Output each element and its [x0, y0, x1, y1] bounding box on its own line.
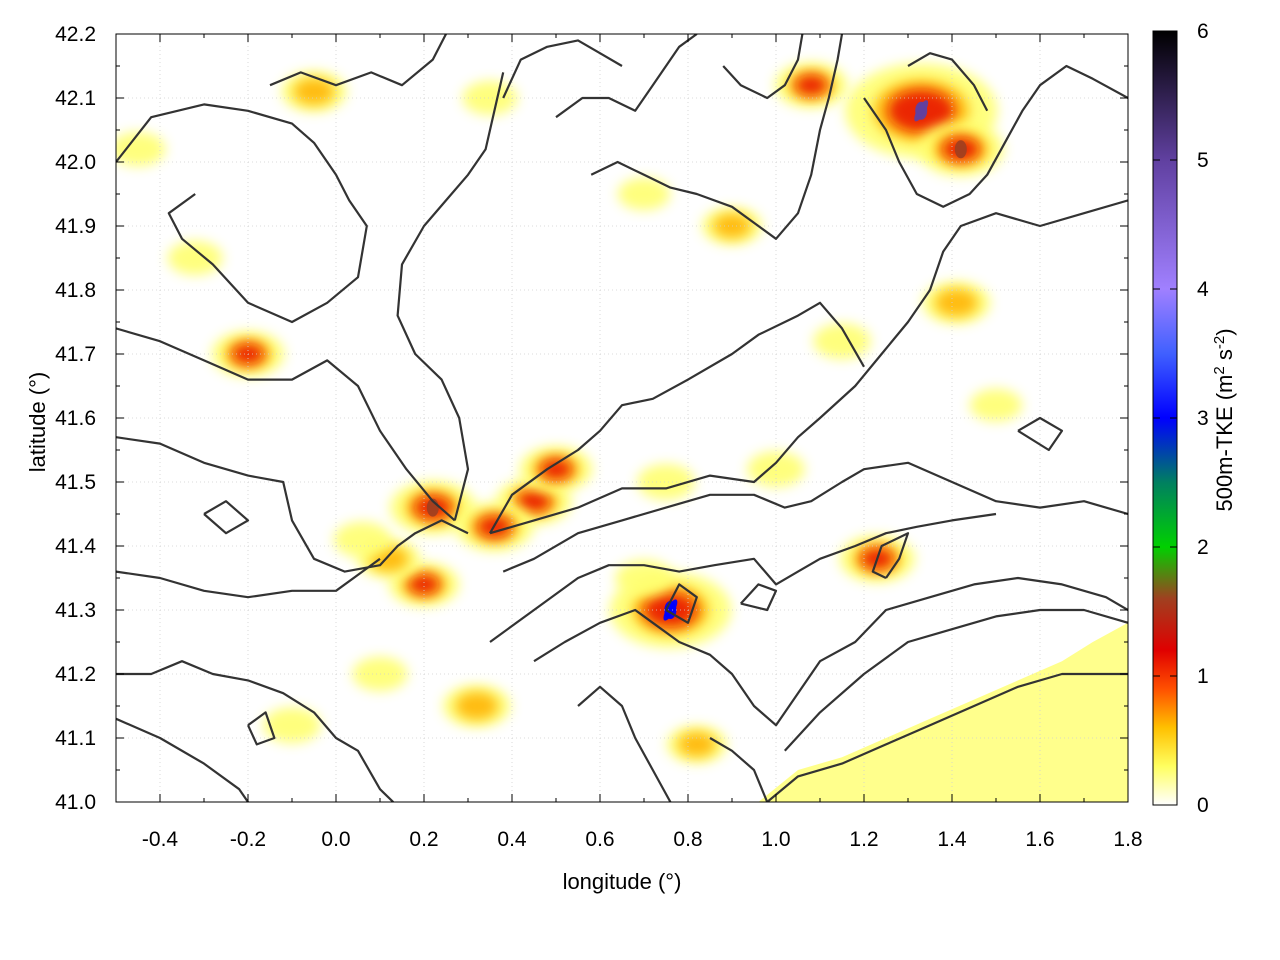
colorbar: 0 1 2 3 4 5 6 500m-TKE (m2 s-2): [1152, 20, 1237, 817]
x-tick-label: 0.2: [409, 828, 438, 851]
x-tick-label: 0.6: [585, 828, 614, 851]
y-tick-label: 42.2: [55, 23, 96, 46]
colorbar-tick-label: 2: [1197, 536, 1209, 559]
contour-line: [116, 103, 368, 324]
x-tick-label: 1.2: [849, 828, 878, 851]
contour-line: [502, 461, 1128, 573]
y-axis: 41.0 41.1 41.2 41.3 41.4 41.5 41.6 41.7 41.8 41.9…: [55, 23, 1128, 814]
tke-hotspot-mid-3: [666, 725, 727, 764]
x-axis: -0.4 -0.2 0.0 0.2 0.4 0.6 0.8 1.0 1.2 1.4 1.6 1.8: [115, 34, 1143, 851]
contour-line: [116, 557, 381, 599]
contour-line: [871, 532, 910, 579]
x-tick-label: 1.4: [937, 828, 967, 851]
colorbar-tick-label: 4: [1197, 278, 1209, 301]
x-axis-title: longitude (°): [563, 869, 682, 894]
y-axis-title: latitude (°): [25, 372, 50, 473]
contour-line: [116, 717, 249, 802]
y-tick-label: 41.0: [55, 791, 96, 814]
contour-line: [722, 34, 804, 100]
colorbar-ticks: 0 1 2 3 4 5 6: [1153, 20, 1209, 817]
terrain-contours: [116, 34, 1128, 802]
contour-line: [1017, 416, 1064, 452]
tke-hotspot-west-3: [116, 132, 166, 167]
contour-line: [766, 672, 1128, 802]
contour-line: [783, 608, 1128, 752]
contour-line: [577, 685, 672, 802]
contour-line: [665, 583, 698, 624]
tke-hotspot-n-1: [462, 80, 518, 116]
y-tick-label: 41.1: [55, 727, 96, 750]
tke-hotspot-ne-8: [969, 388, 1023, 422]
contour-line: [907, 52, 989, 112]
contour-line: [555, 34, 698, 119]
contour-line: [739, 583, 778, 612]
colorbar-tick-label: 0: [1197, 794, 1209, 817]
y-tick-label: 41.9: [55, 215, 96, 238]
contour-line: [247, 711, 276, 746]
contour-line: [590, 34, 844, 240]
x-tick-label: 0.8: [673, 828, 702, 851]
grid-lines: [116, 34, 1128, 802]
colorbar-tick-label: 3: [1197, 407, 1209, 430]
y-tick-label: 41.5: [55, 471, 96, 494]
x-tick-label: 1.8: [1113, 828, 1142, 851]
y-tick-label: 41.4: [55, 535, 96, 558]
x-tick-label: 0.0: [321, 828, 350, 851]
tke-hotspot-south-2: [442, 684, 511, 728]
y-tick-label: 41.2: [55, 663, 96, 686]
x-tick-label: 1.6: [1025, 828, 1054, 851]
y-tick-label: 42.0: [55, 151, 96, 174]
tke-hotspot-mid-2: [615, 560, 673, 596]
tke-hotspot-mid-5: [747, 451, 805, 488]
contour-line: [489, 512, 997, 643]
contour-line: [203, 500, 250, 535]
y-tick-label: 41.3: [55, 599, 96, 622]
tke-hotspot-ne-3: [774, 62, 848, 108]
contour-line: [269, 34, 447, 87]
contour-line: [502, 39, 623, 99]
tke-hotspot-n-2: [617, 177, 671, 211]
colorbar-tick-label: 6: [1197, 20, 1209, 43]
x-tick-label: 0.4: [497, 828, 527, 851]
tke-hotspot-central-5: [388, 562, 460, 607]
y-tick-label: 41.8: [55, 279, 96, 302]
tke-hotspot-south-1: [263, 707, 321, 744]
contour-line: [116, 327, 456, 522]
x-tick-label: 1.0: [761, 828, 790, 851]
tke-hotspot-ne-2: [917, 122, 1004, 176]
contour-line: [116, 436, 469, 573]
tke-hotspot-central-3: [519, 446, 593, 493]
colorbar-label: 500m-TKE (m2 s-2): [1211, 328, 1237, 511]
y-tick-label: 42.1: [55, 87, 96, 110]
y-tick-label: 41.7: [55, 343, 96, 366]
contour-line: [489, 301, 865, 534]
contour-line: [116, 660, 394, 802]
y-tick-label: 41.6: [55, 407, 96, 430]
tke-hotspot-ne-4: [922, 281, 991, 324]
contour-line: [863, 64, 1128, 208]
contour-line: [533, 576, 1128, 727]
tke-hotspot-central-7: [333, 521, 392, 558]
contour-line: [709, 737, 769, 802]
tke-hotspot-ne-7: [813, 323, 871, 360]
tke-hotspot-mid-4: [637, 464, 695, 500]
colorbar-tick-label: 5: [1197, 149, 1209, 172]
sea-region: [758, 622, 1128, 802]
x-tick-label: -0.2: [230, 828, 266, 851]
colorbar-tick-label: 1: [1197, 665, 1209, 688]
x-tick-label: -0.4: [142, 828, 179, 851]
tke-hotspot-west-2: [167, 240, 223, 276]
contour-line: [489, 199, 1128, 535]
tke-hotspot-ne-5: [839, 535, 915, 583]
contour-line: [396, 72, 505, 521]
